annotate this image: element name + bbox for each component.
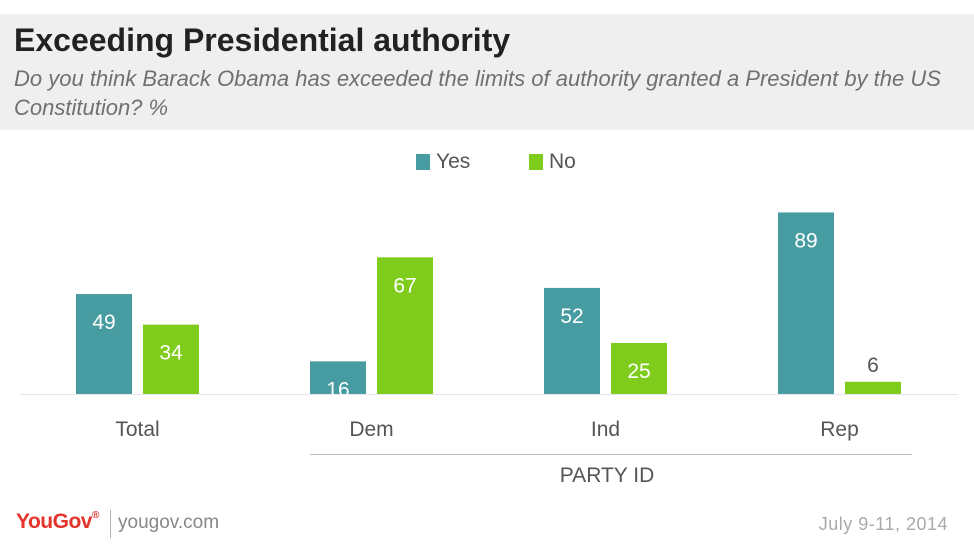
value-label-total-yes: 49 (92, 311, 115, 334)
category-label-ind: Ind (591, 418, 620, 441)
legend: Yes No (0, 150, 974, 176)
yougov-logo: YouGov® (16, 510, 99, 534)
value-label-ind-yes: 52 (560, 305, 583, 328)
value-label-total-no: 34 (159, 342, 183, 365)
legend-swatch-no (529, 154, 543, 170)
bar-rep-no (845, 381, 901, 394)
bar-chart: 49 34 Total 16 67 Dem 52 25 Ind 89 6 Rep PARTY ID (20, 212, 958, 487)
footer-date: July 9-11, 2014 (818, 514, 948, 534)
value-label-ind-no: 25 (627, 360, 650, 383)
chart-subtitle: Do you think Barack Obama has exceeded t… (14, 66, 941, 120)
logo-text: YouGov (16, 510, 92, 533)
bar-dem-no (377, 257, 433, 394)
bar-dem-yes (310, 361, 366, 394)
legend-swatch-yes (416, 154, 430, 170)
footer-site: yougov.com (118, 512, 220, 533)
group-label-party-id: PARTY ID (560, 464, 655, 487)
bar-ind-yes (544, 287, 600, 394)
value-label-rep-yes: 89 (794, 229, 817, 252)
category-label-dem: Dem (349, 418, 393, 441)
legend-item-yes: Yes (416, 150, 470, 174)
bar-rep-yes (778, 212, 834, 394)
bar-total-yes (76, 294, 132, 394)
value-label-dem-no: 67 (393, 274, 416, 297)
category-label-rep: Rep (820, 418, 859, 441)
value-label-dem-yes: 16 (326, 378, 349, 401)
bar-total-no (143, 324, 199, 394)
bar-ind-no (611, 343, 667, 394)
value-label-rep-no: 6 (867, 354, 879, 377)
legend-item-no: No (529, 150, 576, 174)
legend-label-no: No (549, 150, 576, 173)
registered-mark-icon: ® (91, 510, 99, 521)
header-band: Exceeding Presidential authority Do you … (0, 14, 974, 130)
legend-label-yes: Yes (436, 150, 471, 173)
chart-title: Exceeding Presidential authority (14, 22, 511, 58)
category-label-total: Total (115, 418, 159, 441)
footer-divider (110, 510, 111, 538)
